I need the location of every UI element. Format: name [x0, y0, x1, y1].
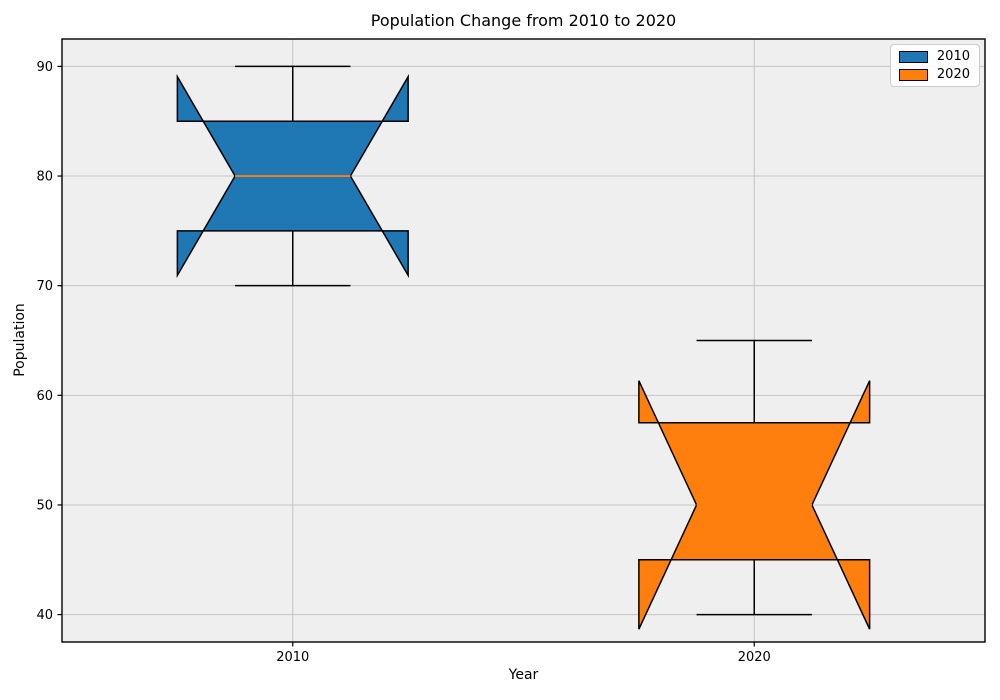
legend-label: 2020 — [936, 67, 970, 82]
x-tick-label-2010: 2010 — [276, 650, 309, 665]
chart-title: Population Change from 2010 to 2020 — [370, 11, 677, 30]
legend-swatch-2010 — [898, 50, 928, 63]
y-tick-label-80: 80 — [36, 170, 53, 185]
plot-area — [62, 39, 985, 642]
y-tick-label-70: 70 — [36, 279, 53, 294]
legend-entry-2020: 2020 — [898, 67, 970, 82]
x-axis-label: Year — [508, 667, 539, 683]
axes-border — [61, 38, 986, 643]
y-axis-label: Population — [12, 303, 28, 377]
legend-label: 2010 — [936, 49, 970, 64]
y-tick-label-40: 40 — [36, 608, 53, 623]
legend-swatch-2020 — [898, 68, 928, 81]
y-tick-label-50: 50 — [36, 498, 53, 513]
y-tick-label-90: 90 — [36, 60, 53, 75]
legend: 2010 2020 — [889, 44, 980, 87]
x-tick-label-2020: 2020 — [738, 650, 771, 665]
y-tick-label-60: 60 — [36, 389, 53, 404]
legend-entry-2010: 2010 — [898, 49, 970, 64]
